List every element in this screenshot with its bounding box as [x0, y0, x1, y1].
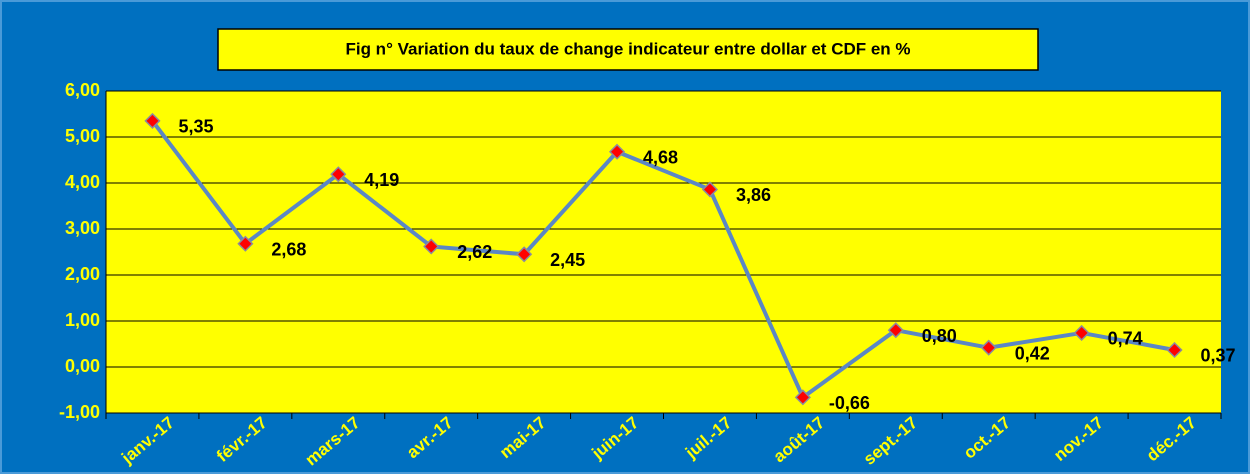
- y-tick-label: 1,00: [65, 310, 100, 330]
- y-tick-label: 3,00: [65, 218, 100, 238]
- data-label: 4,19: [364, 170, 399, 190]
- marker: [887, 322, 904, 339]
- marker: [701, 181, 719, 198]
- data-label: 5,35: [178, 117, 213, 137]
- data-label: 0,42: [1015, 343, 1050, 363]
- y-tick-label: 0,00: [65, 356, 100, 376]
- data-label: 4,68: [643, 147, 678, 167]
- y-tick-label: 2,00: [65, 264, 100, 284]
- title-box: [217, 28, 1039, 71]
- y-tick-label: 4,00: [65, 172, 100, 192]
- marker: [1073, 324, 1090, 342]
- data-label: 0,80: [922, 326, 957, 346]
- marker: [980, 339, 997, 356]
- y-tick-label: 6,00: [65, 80, 100, 100]
- marker: [423, 238, 440, 255]
- marker: [516, 246, 533, 263]
- marker: [144, 112, 161, 129]
- marker: [330, 166, 347, 183]
- data-label: 2,68: [271, 239, 306, 259]
- data-label: 0,74: [1108, 329, 1143, 349]
- data-label: 2,45: [550, 250, 585, 270]
- data-label: 0,37: [1201, 346, 1236, 366]
- marker: [1166, 341, 1183, 359]
- data-label: -0,66: [829, 393, 870, 413]
- plot-background: [106, 91, 1221, 413]
- marker: [237, 235, 254, 252]
- series-line: [150, 119, 1175, 400]
- data-label: 3,86: [736, 185, 771, 205]
- marker: [608, 143, 626, 160]
- y-tick-label: -1,00: [59, 402, 100, 422]
- y-tick-label: 5,00: [65, 126, 100, 146]
- chart-title: Fig n° Variation du taux de change indic…: [345, 39, 910, 58]
- marker: [794, 389, 811, 406]
- data-label: 2,62: [457, 242, 492, 262]
